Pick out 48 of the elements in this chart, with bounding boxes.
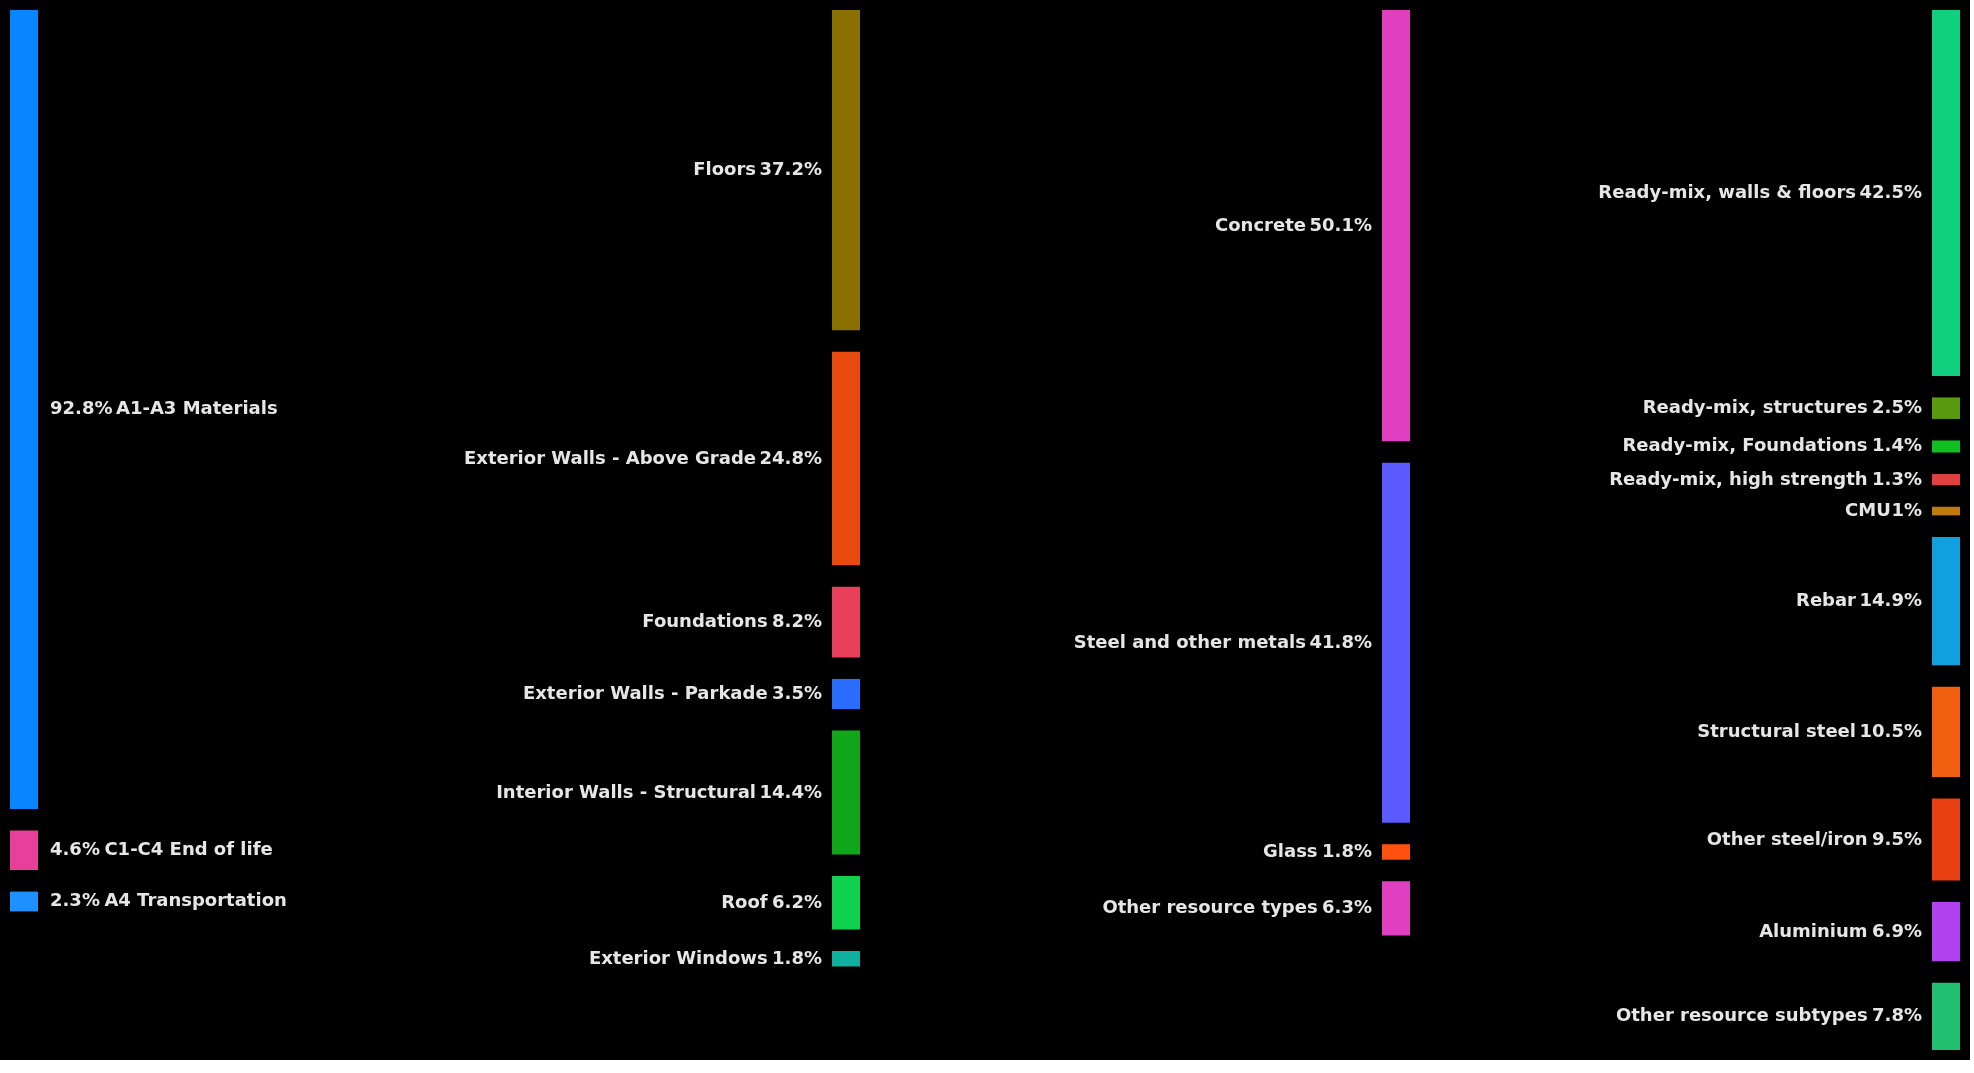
category-label: Exterior Walls - Parkade bbox=[522, 682, 768, 704]
category-label: C1-C4 End of life bbox=[104, 838, 273, 860]
data-label: 10.5% bbox=[1859, 719, 1922, 741]
category-label: Interior Walls - Structural bbox=[496, 780, 756, 802]
data-label: 37.2% bbox=[759, 158, 822, 180]
category-label: Other steel/iron bbox=[1706, 827, 1868, 849]
data-label: 2.3% bbox=[50, 889, 100, 911]
category-label: Exterior Walls - Above Grade bbox=[464, 446, 756, 468]
data-label: 1.8% bbox=[1322, 839, 1372, 861]
category-label: A4 Transportation bbox=[104, 889, 287, 911]
category-label: Concrete bbox=[1215, 213, 1306, 235]
data-label: 3.5% bbox=[772, 682, 822, 704]
data-label: 6.2% bbox=[772, 890, 822, 912]
data-label: 7.8% bbox=[1872, 1004, 1922, 1026]
data-label: 8.2% bbox=[772, 610, 822, 632]
data-label: 6.3% bbox=[1322, 896, 1372, 918]
category-label: Ready-mix, Foundations bbox=[1622, 434, 1868, 456]
data-label: 1% bbox=[1891, 499, 1922, 521]
category-label: Steel and other metals bbox=[1073, 630, 1306, 652]
category-label: Other resource types bbox=[1102, 896, 1318, 918]
data-label: 92.8% bbox=[50, 397, 113, 419]
category-label: Rebar bbox=[1796, 589, 1857, 611]
category-label: Exterior Windows bbox=[588, 946, 768, 968]
category-label: Floors bbox=[693, 158, 756, 180]
data-label: 41.8% bbox=[1309, 630, 1372, 652]
data-label: 2.5% bbox=[1872, 396, 1922, 418]
data-label: 1.8% bbox=[772, 946, 822, 968]
category-label: Ready-mix, high strength bbox=[1609, 467, 1868, 489]
category-label: Ready-mix, structures bbox=[1642, 396, 1868, 418]
category-label: Ready-mix, walls & floors bbox=[1598, 180, 1856, 202]
category-label: CMU bbox=[1845, 499, 1891, 521]
data-label: 1.4% bbox=[1872, 434, 1922, 456]
data-label: 42.5% bbox=[1859, 180, 1922, 202]
data-label: 14.9% bbox=[1859, 589, 1922, 611]
category-label: A1-A3 Materials bbox=[116, 397, 278, 419]
data-label: 24.8% bbox=[759, 446, 822, 468]
data-label: 6.9% bbox=[1872, 919, 1922, 941]
category-label: Structural steel bbox=[1697, 719, 1856, 741]
category-label: Aluminium bbox=[1759, 919, 1868, 941]
category-label: Roof bbox=[721, 890, 768, 912]
data-label: 9.5% bbox=[1872, 827, 1922, 849]
category-label: Glass bbox=[1263, 839, 1318, 861]
data-label: 14.4% bbox=[759, 780, 822, 802]
data-label: 1.3% bbox=[1872, 467, 1922, 489]
category-label: Other resource subtypes bbox=[1615, 1004, 1868, 1026]
data-label: 50.1% bbox=[1309, 213, 1372, 235]
category-label: Foundations bbox=[642, 610, 768, 632]
data-label: 4.6% bbox=[50, 838, 100, 860]
